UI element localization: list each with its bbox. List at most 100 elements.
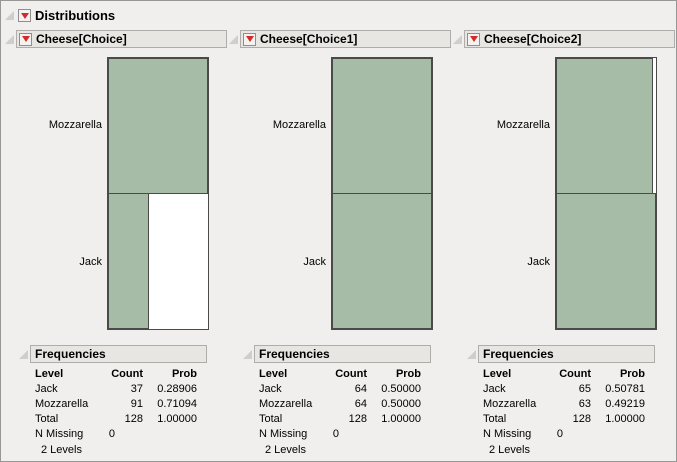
red-triangle-icon bbox=[20, 12, 29, 19]
red-triangle-menu-button[interactable] bbox=[243, 32, 256, 46]
levels-note: 2 Levels bbox=[265, 444, 306, 456]
frequencies-table: Level Count Prob Jack 37 0.28906 Mozzarella… bbox=[35, 368, 197, 443]
red-triangle-menu-button[interactable] bbox=[467, 32, 480, 46]
disclosure-icon[interactable] bbox=[229, 35, 238, 44]
frequencies-rows: Jack 37 0.28906 Mozzarella 91 0.71094 Total 128… bbox=[35, 383, 197, 443]
frequencies-cell: 64 bbox=[354, 383, 367, 395]
frequencies-cell bbox=[143, 428, 197, 443]
category-label-jack: Jack bbox=[303, 255, 326, 268]
red-triangle-icon bbox=[469, 36, 478, 42]
histogram-plot: Mozzarella Jack bbox=[5, 57, 227, 330]
histogram-row-jack bbox=[556, 192, 656, 329]
histogram-frame bbox=[107, 57, 209, 330]
category-axis: Mozzarella Jack bbox=[5, 57, 107, 330]
histogram-frame bbox=[555, 57, 657, 330]
column-header-count: Count bbox=[335, 368, 367, 380]
frequencies-row: Total 128 1.00000 bbox=[259, 413, 421, 428]
frequencies-cell: 128 bbox=[348, 413, 367, 425]
frequencies-cell: Total bbox=[35, 413, 59, 425]
bar-jack[interactable] bbox=[332, 192, 432, 329]
disclosure-icon[interactable] bbox=[19, 350, 28, 359]
histogram-frame bbox=[331, 57, 433, 330]
frequencies-cell: 0 bbox=[108, 428, 115, 440]
frequencies-title: Frequencies bbox=[483, 347, 554, 361]
frequencies-header-row: Frequencies bbox=[453, 345, 675, 363]
column-header-prob: Prob bbox=[395, 368, 421, 380]
panel-header-row: Cheese[Choice1] bbox=[229, 30, 451, 48]
frequencies-row: N Missing 0 bbox=[483, 428, 645, 443]
category-axis: Mozzarella Jack bbox=[453, 57, 555, 330]
frequencies-cell: N Missing bbox=[259, 428, 308, 440]
frequencies-cell: 128 bbox=[572, 413, 591, 425]
category-label-jack: Jack bbox=[527, 255, 550, 268]
frequencies-rows: Jack 65 0.50781 Mozzarella 63 0.49219 Total 128… bbox=[483, 383, 645, 443]
frequencies-cell: 0 bbox=[332, 428, 339, 440]
column-header-level: Level bbox=[259, 368, 288, 380]
frequencies-cell: Mozzarella bbox=[483, 398, 537, 410]
category-label-mozzarella: Mozzarella bbox=[48, 119, 102, 132]
frequencies-header: Frequencies bbox=[30, 345, 207, 363]
frequencies-row: Jack 64 0.50000 bbox=[259, 383, 421, 398]
levels-note: 2 Levels bbox=[489, 444, 530, 456]
frequencies-cell: Mozzarella bbox=[35, 398, 89, 410]
disclosure-icon[interactable] bbox=[243, 350, 252, 359]
histogram-row-mozzarella bbox=[332, 58, 432, 194]
frequencies-cell: Jack bbox=[35, 383, 58, 395]
frequencies-row: N Missing 0 bbox=[259, 428, 421, 443]
frequencies-title: Frequencies bbox=[259, 347, 330, 361]
category-label-jack: Jack bbox=[79, 255, 102, 268]
column-header-prob: Prob bbox=[171, 368, 197, 380]
bar-jack[interactable] bbox=[556, 192, 656, 329]
frequencies-cell: Mozzarella bbox=[259, 398, 313, 410]
disclosure-icon[interactable] bbox=[5, 35, 14, 44]
disclosure-icon[interactable] bbox=[453, 35, 462, 44]
frequencies-cell bbox=[367, 428, 421, 443]
frequencies-row: N Missing 0 bbox=[35, 428, 197, 443]
disclosure-icon[interactable] bbox=[467, 350, 476, 359]
histogram-row-jack bbox=[108, 192, 208, 329]
red-triangle-menu-button[interactable] bbox=[19, 32, 32, 46]
frequencies-cell: N Missing bbox=[35, 428, 84, 440]
distributions-header: Distributions bbox=[1, 1, 676, 23]
frequencies-cell: 0.50000 bbox=[381, 398, 421, 410]
disclosure-icon[interactable] bbox=[5, 11, 14, 20]
frequencies-rows: Jack 64 0.50000 Mozzarella 64 0.50000 Total 128… bbox=[259, 383, 421, 443]
frequencies-cell: 0.28906 bbox=[157, 383, 197, 395]
frequencies-cell: 64 bbox=[354, 398, 367, 410]
panel-header-row: Cheese[Choice2] bbox=[453, 30, 675, 48]
column-header-level: Level bbox=[483, 368, 512, 380]
report-title: Distributions bbox=[35, 8, 116, 23]
frequencies-cell: 1.00000 bbox=[605, 413, 645, 425]
bar-jack[interactable] bbox=[108, 192, 149, 329]
bar-mozzarella[interactable] bbox=[332, 58, 432, 194]
red-triangle-menu-button[interactable] bbox=[18, 9, 31, 22]
frequencies-cell: Jack bbox=[483, 383, 506, 395]
frequencies-cell: 65 bbox=[578, 383, 591, 395]
frequencies-table: Level Count Prob Jack 64 0.50000 Mozzarella… bbox=[259, 368, 421, 443]
panel-title: Cheese[Choice2] bbox=[484, 32, 582, 46]
frequencies-row: Total 128 1.00000 bbox=[35, 413, 197, 428]
panel-header: Cheese[Choice1] bbox=[240, 30, 451, 48]
frequencies-cell: 0.50000 bbox=[381, 383, 421, 395]
frequencies-cell: 91 bbox=[130, 398, 143, 410]
category-axis: Mozzarella Jack bbox=[229, 57, 331, 330]
column-header-count: Count bbox=[111, 368, 143, 380]
panel-header-row: Cheese[Choice] bbox=[5, 30, 227, 48]
distribution-panels: Cheese[Choice] Mozzarella Jack Frequenci… bbox=[1, 30, 676, 456]
panel-title: Cheese[Choice1] bbox=[260, 32, 358, 46]
histogram-plot: Mozzarella Jack bbox=[453, 57, 675, 330]
frequencies-cell: 0.71094 bbox=[157, 398, 197, 410]
bar-mozzarella[interactable] bbox=[556, 58, 653, 194]
frequencies-header-row: Frequencies bbox=[5, 345, 227, 363]
frequencies-row: Mozzarella 64 0.50000 bbox=[259, 398, 421, 413]
frequencies-cell: Total bbox=[259, 413, 283, 425]
frequencies-cell: 63 bbox=[578, 398, 591, 410]
frequencies-cell: Total bbox=[483, 413, 507, 425]
bar-mozzarella[interactable] bbox=[108, 58, 208, 194]
frequencies-cell: 128 bbox=[124, 413, 143, 425]
category-label-mozzarella: Mozzarella bbox=[496, 119, 550, 132]
panel-header: Cheese[Choice] bbox=[16, 30, 227, 48]
distribution-panel: Cheese[Choice2] Mozzarella Jack Frequenc… bbox=[453, 30, 675, 456]
histogram-plot: Mozzarella Jack bbox=[229, 57, 451, 330]
